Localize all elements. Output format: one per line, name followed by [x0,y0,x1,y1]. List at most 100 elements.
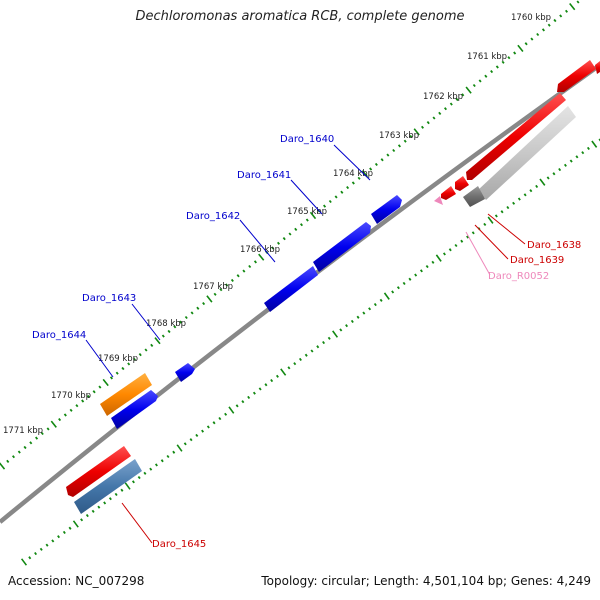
inner-tick [224,412,228,416]
inner-tick [339,328,343,332]
gene-arrow-daro-1642[interactable] [264,266,318,312]
inner-tick [235,404,239,408]
outer-tick [248,264,252,269]
inner-tick [563,163,567,167]
gene-arrow-daro-1638[interactable] [557,60,596,92]
rna-arrow-daro-r0052[interactable] [434,196,443,205]
outer-tick [305,218,309,222]
gene-arrow-daro-1640[interactable] [371,195,402,224]
gene-arrow-daro-1644[interactable] [111,390,158,429]
outer-tick [138,353,142,357]
label-leader-lines [85,144,526,544]
inner-tick [91,509,95,513]
inner-tick [500,210,504,214]
outer-tick [144,348,148,352]
scale-label: 1762 kbp [423,92,463,102]
outer-tick [465,86,472,94]
outer-tick [11,455,16,459]
outer-tick [17,450,21,454]
inner-tick [373,302,377,307]
outer-tick [547,23,551,27]
outer-tick [167,329,171,334]
outer-tick [92,390,96,394]
orange-feature[interactable] [100,373,152,416]
outer-tick [81,399,85,403]
accession-text: Accession: NC_007298 [8,574,145,588]
inner-tick [195,433,199,437]
inner-tick [402,281,406,286]
inner-tick [332,330,339,338]
outer-tick [346,186,350,190]
inner-tick [512,201,516,205]
outer-tick [449,102,453,106]
forward-strand-features [100,195,402,429]
outer-tick [150,343,154,347]
darkgrey-feature-daro-1639[interactable] [463,186,485,207]
gene-label-daro-1640[interactable]: Daro_1640 [280,134,334,145]
inner-tick [454,243,458,248]
steel-feature-daro-1645[interactable] [74,459,142,514]
gene-label-daro-1641[interactable]: Daro_1641 [237,170,291,181]
gene-arrow-daro-1641[interactable] [313,222,371,272]
outer-tick [495,65,499,69]
outer-tick [576,0,580,4]
inner-tick [97,505,101,509]
inner-tick-ring [20,138,600,566]
outer-tick [409,134,413,139]
gene-arrow-red-small-1[interactable] [455,176,469,191]
inner-tick [356,315,360,319]
inner-tick [448,248,452,252]
inner-tick [552,172,556,176]
gene-label-daro-1638[interactable]: Daro_1638 [527,240,581,251]
gene-arrow-red-small-2[interactable] [441,186,456,200]
outer-tick [173,325,177,329]
grey-feature-daro-1639[interactable] [478,106,576,200]
outer-tick [513,51,517,55]
scale-label: 1767 kbp [193,282,233,292]
gene-arrow-daro-1638-b[interactable] [595,61,600,74]
outer-tick [490,70,494,74]
outer-tick [369,167,373,171]
inner-tick [114,492,118,497]
inner-tick [275,374,279,378]
gene-arrow-daro-1643[interactable] [175,363,195,382]
outer-tick [29,441,33,445]
gene-arrow-daro-1645[interactable] [66,446,131,497]
outer-tick [236,274,240,278]
outer-tick [50,420,57,428]
outer-tick [386,153,390,157]
outer-tick [242,269,246,273]
inner-tick [425,265,429,269]
gene-label-daro-1642[interactable]: Daro_1642 [186,211,240,222]
inner-tick [431,260,435,264]
outer-tick [225,283,229,287]
outer-tick [478,79,482,83]
inner-tick [252,391,256,395]
outer-tick [69,408,73,412]
scale-label: 1770 kbp [51,391,91,401]
outer-tick [288,232,292,236]
scale-labels: 1760 kbp 1761 kbp 1762 kbp 1763 kbp 1764… [3,13,551,436]
outer-tick [294,227,298,231]
inner-tick [304,353,308,357]
gene-label-daro-1644[interactable]: Daro_1644 [32,330,86,341]
gene-label-daro-1643[interactable]: Daro_1643 [82,293,136,304]
inner-tick [581,151,585,155]
gene-label-daro-1639[interactable]: Daro_1639 [510,255,564,266]
outer-tick [190,311,194,315]
scale-label: 1769 kbp [98,354,138,364]
inner-tick [414,273,418,277]
gene-arrow-daro-1639[interactable] [466,93,566,180]
outer-tick [35,436,39,440]
outer-tick [230,278,234,282]
gene-label-daro-1645[interactable]: Daro_1645 [152,539,206,550]
outer-tick [413,128,420,136]
gene-label-daro-r0052[interactable]: Daro_R0052 [488,271,549,282]
outer-tick [98,385,102,389]
outer-tick [253,260,257,264]
outer-tick [271,246,275,250]
outer-tick [438,111,442,115]
inner-tick [51,539,55,543]
outer-tick [121,366,125,371]
outer-tick [86,394,90,398]
